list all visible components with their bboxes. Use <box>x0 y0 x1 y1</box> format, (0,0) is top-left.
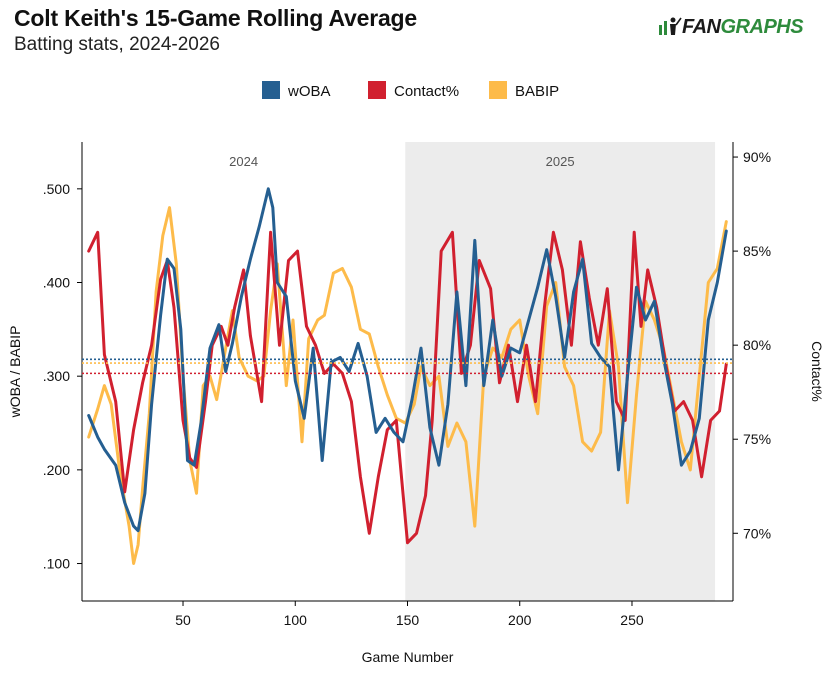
y-right-tick-label: 75% <box>743 431 771 447</box>
y-right-tick-label: 85% <box>743 243 771 259</box>
x-tick-label: 50 <box>175 612 191 628</box>
x-tick-label: 250 <box>620 612 644 628</box>
brand-graphs: GRAPHS <box>720 15 804 38</box>
y-left-tick-label: .100 <box>43 556 70 572</box>
legend-label-contact: Contact% <box>394 83 459 100</box>
series-line-woba <box>87 187 728 533</box>
legend-swatch-contact <box>368 81 386 99</box>
chart-subtitle: Batting stats, 2024-2026 <box>14 34 220 55</box>
fangraphs-logo: FANGRAPHS <box>658 14 804 40</box>
y-left-tick-label: .500 <box>43 181 70 197</box>
y-left-tick-label: .300 <box>43 368 70 384</box>
season-label-2024: 2024 <box>229 154 258 169</box>
legend-label-babip: BABIP <box>515 83 559 100</box>
chart-title: Colt Keith's 15-Game Rolling Average <box>14 5 417 31</box>
brand-wordmark: FANGRAPHS <box>682 15 804 39</box>
y-right-tick-label: 90% <box>743 149 771 165</box>
legend-swatch-woba <box>262 81 280 99</box>
x-axis-title: Game Number <box>362 649 454 665</box>
y-right-axis-title: Contact% <box>809 341 825 402</box>
x-tick-label: 150 <box>396 612 420 628</box>
y-left-tick-label: .200 <box>43 462 70 478</box>
y-left-tick-label: .400 <box>43 275 70 291</box>
batter-logo-icon <box>659 17 682 35</box>
x-tick-label: 100 <box>284 612 308 628</box>
y-right-tick-label: 80% <box>743 337 771 353</box>
brand-fan: FAN <box>682 15 721 38</box>
legend-swatch-babip <box>489 81 507 99</box>
legend-label-woba: wOBA <box>287 83 331 100</box>
season-band-2025 <box>405 142 716 601</box>
x-tick-label: 200 <box>508 612 532 628</box>
y-right-tick-label: 70% <box>743 525 771 541</box>
y-left-axis-title: wOBA / BABIP <box>7 326 23 419</box>
season-label-2025: 2025 <box>546 154 575 169</box>
